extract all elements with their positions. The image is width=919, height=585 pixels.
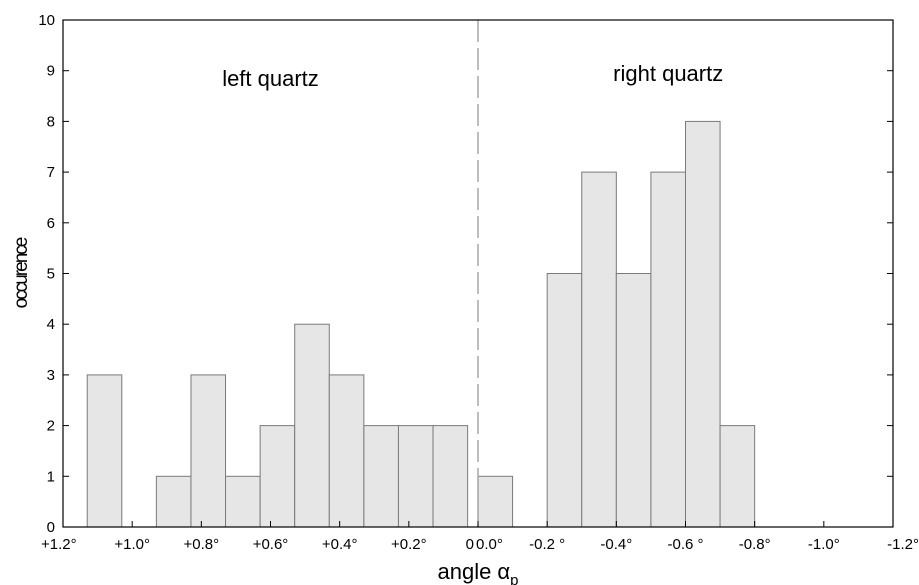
x-tick-label: -0.8° <box>739 536 771 553</box>
x-tick-label: +0.4° <box>322 536 358 553</box>
x-axis-title-main: angle α <box>437 559 510 584</box>
histogram-bar <box>363 425 399 528</box>
y-tick-label: 5 <box>47 266 55 283</box>
histogram-bar <box>397 425 434 528</box>
y-tick-label: 2 <box>47 418 55 435</box>
annotation-label: left quartz <box>222 66 319 91</box>
x-tick-label: -1.2° <box>887 536 919 553</box>
y-tick-labels: 0 1 2 3 4 5 6 7 8 9 10 <box>38 12 55 536</box>
histogram-bar <box>477 475 514 528</box>
histogram-bar <box>719 425 756 528</box>
x-tick-label: +1.0° <box>114 536 150 553</box>
ticks-layer <box>62 19 894 528</box>
histogram-bar <box>615 273 652 528</box>
x-tick-label: +1.2° <box>41 536 77 553</box>
x-tick-label: +0.2° <box>391 536 427 553</box>
annotation-label: right quartz <box>613 61 723 86</box>
x-tick-label: -0.2 ° <box>529 536 565 553</box>
histogram-bar <box>650 171 687 528</box>
histogram-bar <box>190 374 227 528</box>
x-tick-label: -1.0° <box>808 536 840 553</box>
x-tick-label: -0.4° <box>600 536 632 553</box>
x-axis-title-subscript: p <box>510 572 518 585</box>
histogram-bar <box>685 120 721 528</box>
y-tick-label: 3 <box>47 367 55 384</box>
y-tick-label: 10 <box>38 12 55 29</box>
y-tick-label: 6 <box>47 215 55 232</box>
y-axis-title: occurence <box>11 237 32 308</box>
x-tick-label: +0.8° <box>184 536 220 553</box>
x-tick-label: 0 <box>466 536 474 553</box>
x-tick-label: 0.0° <box>476 536 503 553</box>
y-tick-label: 9 <box>47 63 55 80</box>
histogram-bar <box>546 273 583 528</box>
bars-layer <box>86 120 756 528</box>
y-tick-label: 4 <box>47 316 55 333</box>
histogram-bar <box>86 374 123 528</box>
annotations-layer: left quartz right quartz <box>222 61 723 91</box>
y-tick-label: 0 <box>47 519 55 536</box>
x-axis-title: angle αp <box>437 559 518 585</box>
histogram-bar <box>225 475 261 528</box>
x-tick-labels: +1.2° +1.0° +0.8° +0.6° +0.4° +0.2° 0 0.0° -0.2 … <box>41 536 919 553</box>
y-tick-label: 1 <box>47 468 55 485</box>
histogram-bar <box>581 171 617 528</box>
histogram-bar <box>259 425 296 528</box>
y-tick-label: 8 <box>47 113 55 130</box>
x-tick-label: -0.6 ° <box>667 536 703 553</box>
histogram-bar <box>328 374 365 528</box>
histogram-bar <box>432 425 469 528</box>
histogram-bar <box>294 323 330 528</box>
histogram-bar <box>155 475 192 528</box>
x-tick-label: +0.6° <box>253 536 289 553</box>
y-tick-label: 7 <box>47 164 55 181</box>
